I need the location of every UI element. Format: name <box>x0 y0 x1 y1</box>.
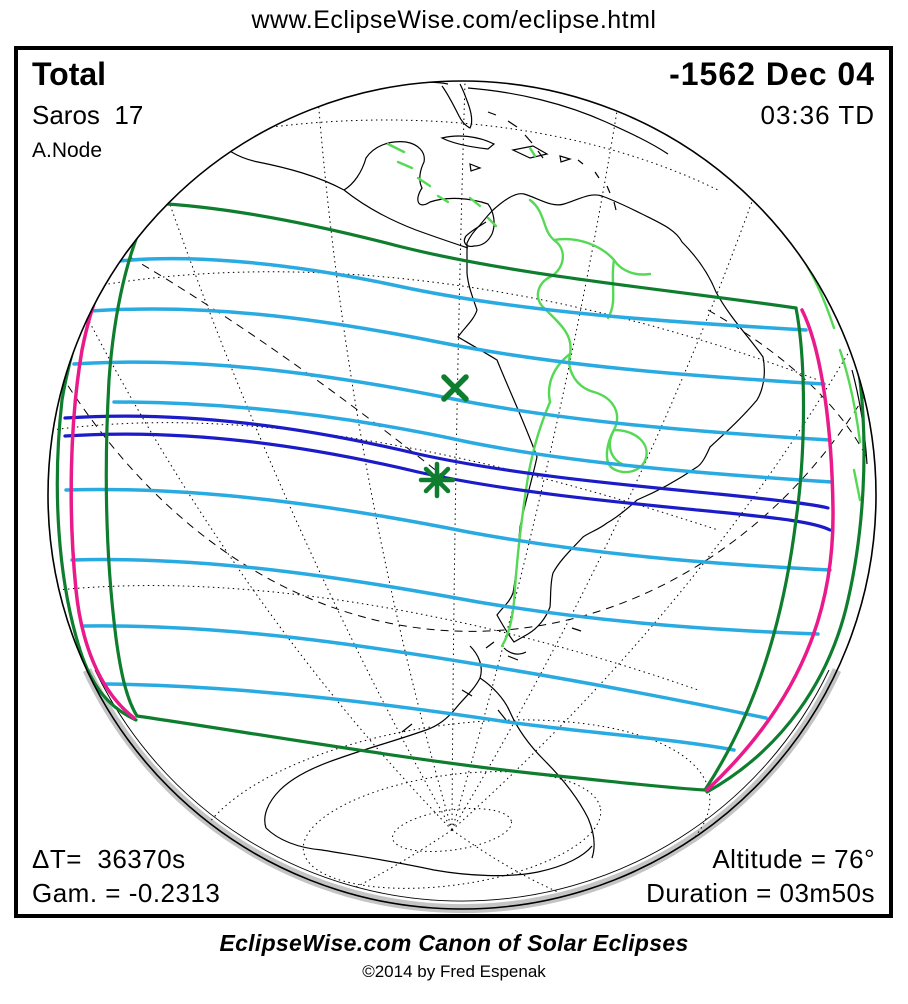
central-path <box>63 414 832 532</box>
greatest-eclipse-marker <box>418 461 456 499</box>
duration-label: Duration = 03m50s <box>646 878 875 908</box>
saros-label: Saros 17 <box>32 100 144 130</box>
copyright-notice: ©2014 by Fred Espenak <box>362 962 546 981</box>
map-frame: Total Saros 17 A.Node -1562 Dec 04 03:36… <box>14 46 893 918</box>
graticule <box>51 81 857 909</box>
eclipse-globe-map <box>47 80 877 914</box>
eclipse-type-label: Total <box>32 56 107 92</box>
eclipse-time-label: 03:36 TD <box>760 100 875 130</box>
altitude-label: Altitude = 76° <box>712 844 875 874</box>
gamma-label: Gam. = -0.2313 <box>32 878 221 908</box>
canon-title: EclipseWise.com Canon of Solar Eclipses <box>219 930 689 956</box>
subsolar-point-marker <box>441 374 469 402</box>
coastlines <box>137 81 868 877</box>
eclipse-date-label: -1562 Dec 04 <box>669 56 875 92</box>
globe-limb-outline <box>47 80 877 910</box>
page-url-title: www.EclipseWise.com/eclipse.html <box>251 6 657 34</box>
delta-t-label: ΔT= 36370s <box>32 844 186 874</box>
node-label: A.Node <box>32 139 103 162</box>
country-borders <box>144 81 862 648</box>
magnitude-contours <box>64 256 834 752</box>
sunrise-sunset-curves <box>69 226 835 792</box>
